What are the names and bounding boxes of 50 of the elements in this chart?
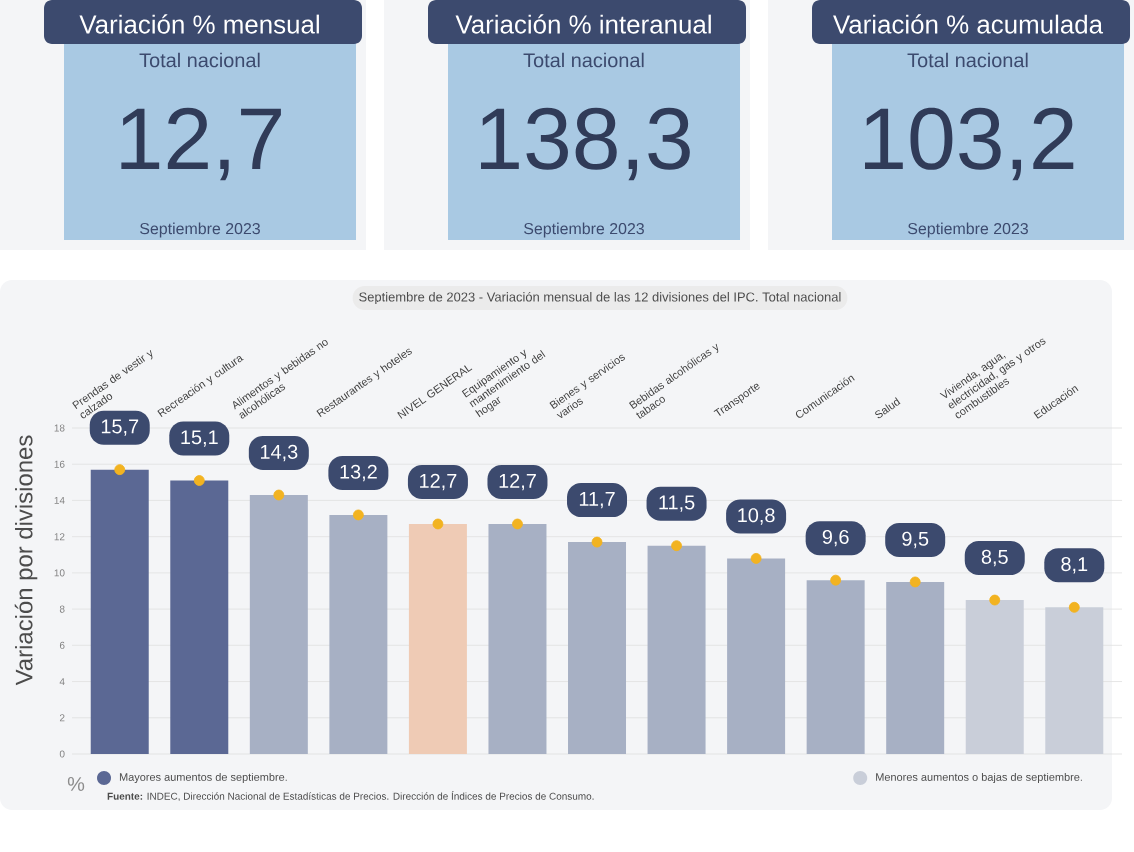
text: Total nacional	[523, 52, 644, 68]
point	[671, 540, 682, 552]
data-label: 10,8	[738, 508, 775, 525]
data-label: 8,1	[1061, 557, 1088, 574]
point	[591, 536, 603, 548]
bar	[90, 469, 149, 754]
point	[273, 489, 285, 501]
data-label: 11,5	[659, 495, 695, 512]
text: %	[67, 777, 85, 791]
point	[352, 509, 364, 521]
text: 103,2	[865, 107, 1074, 181]
bar	[1045, 607, 1104, 754]
bar	[408, 523, 467, 754]
point	[512, 518, 523, 530]
point	[909, 576, 921, 588]
point	[830, 574, 842, 586]
text: Variación % mensual	[79, 14, 319, 34]
point	[1068, 601, 1080, 613]
bar	[170, 480, 229, 754]
data-label: 8,5	[981, 549, 1008, 567]
bar	[806, 580, 865, 754]
point	[750, 553, 762, 564]
bar	[965, 600, 1024, 754]
data-label: 15,1	[181, 430, 218, 447]
text: Variación % acumulada	[833, 14, 1104, 34]
bar	[727, 558, 786, 754]
data-label: 13,2	[340, 464, 377, 482]
bar	[568, 542, 627, 754]
data-label: 11,7	[579, 491, 615, 509]
point	[114, 464, 126, 476]
data-label: 12,7	[420, 473, 457, 491]
bar	[488, 523, 547, 754]
point	[193, 475, 205, 486]
data-label: 14,3	[260, 444, 298, 462]
data-label: 9,5	[902, 531, 929, 549]
point	[989, 594, 1001, 606]
bar	[886, 581, 945, 754]
y-axis-title: Variación por divisiones	[14, 435, 38, 686]
bar	[249, 495, 308, 754]
data-label: 12,7	[499, 473, 536, 491]
text: 12,7	[121, 107, 281, 181]
text: Variación % interanual	[455, 14, 711, 34]
bar	[329, 514, 388, 754]
point	[432, 518, 444, 530]
bar	[647, 545, 706, 754]
data-label: 15,7	[101, 419, 139, 436]
text: Total nacional	[139, 52, 260, 68]
text: 138,3	[481, 107, 690, 181]
data-label: 9,6	[822, 529, 849, 547]
text: Total nacional	[907, 52, 1028, 68]
